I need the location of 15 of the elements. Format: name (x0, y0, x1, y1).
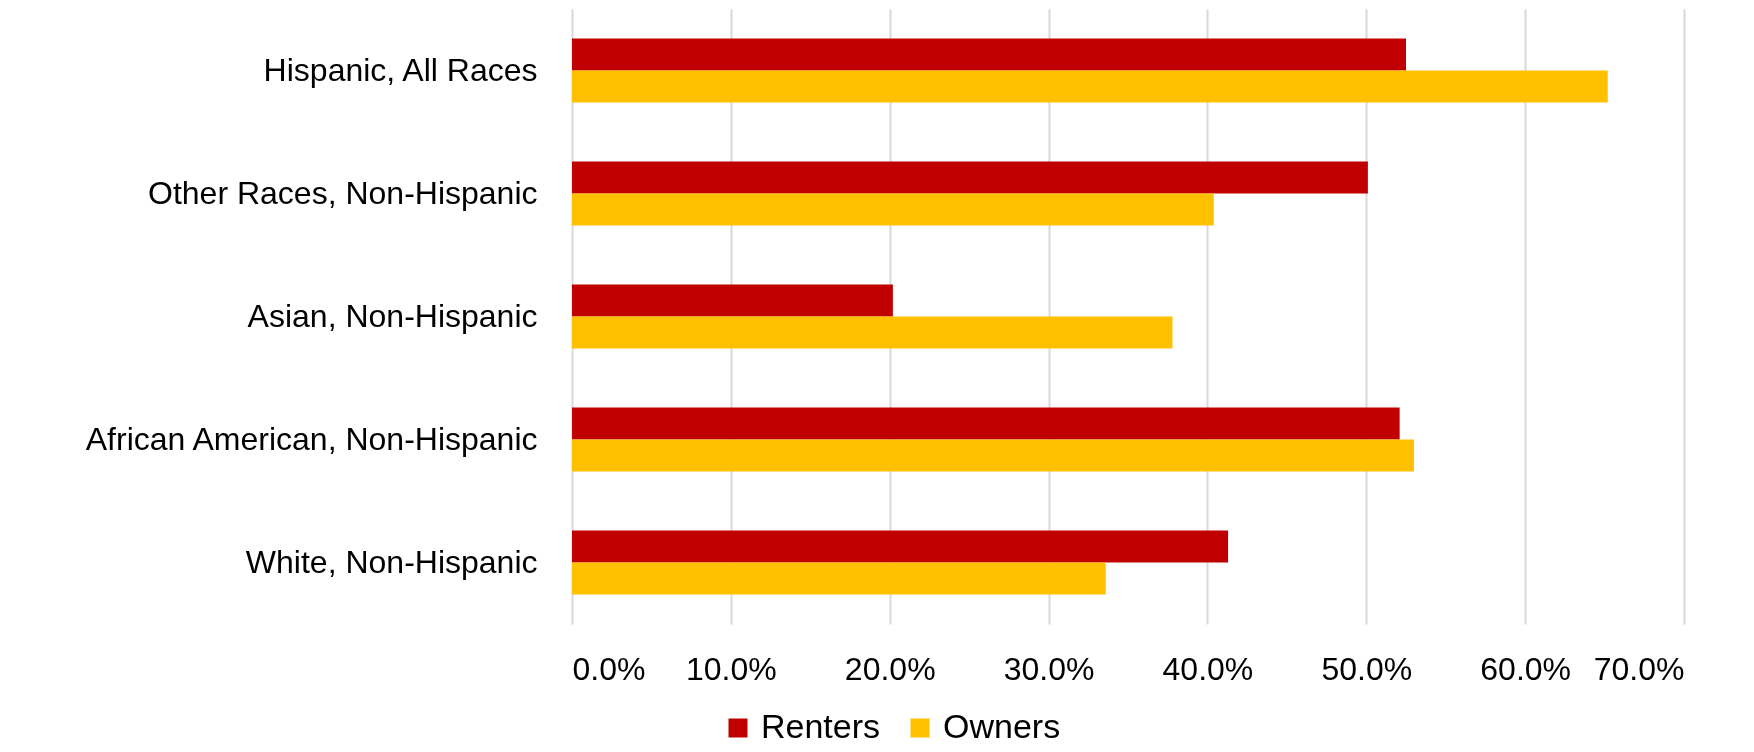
x-tick-label: 0.0% (572, 650, 646, 687)
x-tick-label: 10.0% (685, 650, 777, 687)
y-tick-label: Asian, Non-Hispanic (247, 297, 538, 334)
x-tick-label: 40.0% (1162, 650, 1254, 687)
y-tick-label: African American, Non-Hispanic (85, 420, 538, 457)
x-tick-label: 30.0% (1003, 650, 1095, 687)
y-tick-label: Hispanic, All Races (263, 51, 538, 88)
legend-label: Renters (761, 707, 881, 745)
x-tick-label: 20.0% (844, 650, 936, 687)
x-tick-label: 70.0% (1593, 650, 1685, 687)
y-tick-label: White, Non-Hispanic (245, 543, 538, 580)
x-tick-label: 60.0% (1480, 650, 1572, 687)
x-tick-label: 50.0% (1321, 650, 1413, 687)
legend-label: Owners (943, 707, 1061, 745)
y-tick-label: Other Races, Non-Hispanic (148, 174, 538, 211)
